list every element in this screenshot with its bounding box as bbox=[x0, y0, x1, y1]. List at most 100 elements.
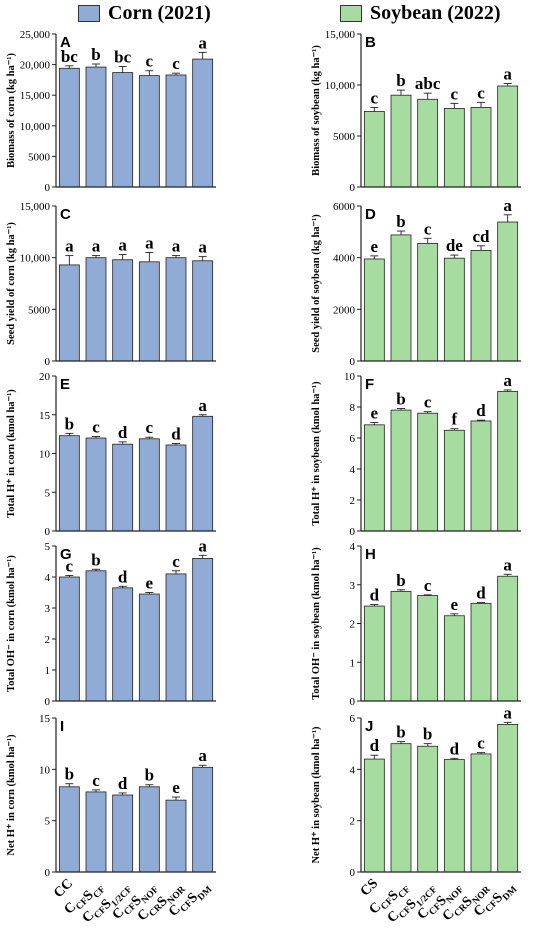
bar bbox=[165, 257, 187, 362]
x-category-label: CS bbox=[358, 876, 381, 899]
bar bbox=[363, 111, 385, 188]
bar bbox=[363, 258, 385, 362]
significance-letter: bc bbox=[61, 47, 78, 66]
y-tick-label: 4 bbox=[45, 572, 51, 584]
significance-letter: d bbox=[476, 401, 486, 420]
y-tick-label: 0 bbox=[45, 526, 51, 538]
panel-f: eb cf da 0 2 4 6 8 10 F Total H⁺ in soybean (kmol … bbox=[311, 371, 521, 538]
significance-letter: abc bbox=[415, 74, 441, 93]
y-tick-label: 10,000 bbox=[325, 80, 356, 92]
significance-letter: e bbox=[451, 595, 459, 614]
y-tick-label: 20 bbox=[39, 371, 51, 383]
bar bbox=[417, 98, 439, 188]
bar bbox=[165, 444, 187, 532]
significance-letter: a bbox=[198, 396, 207, 415]
bar bbox=[138, 786, 160, 873]
significance-letter: c bbox=[66, 556, 74, 575]
y-tick-label: 0 bbox=[45, 182, 51, 194]
panel-letter: H bbox=[365, 546, 376, 563]
bar bbox=[390, 590, 412, 702]
bar bbox=[85, 437, 107, 532]
significance-letter: c bbox=[371, 88, 379, 107]
y-axis-label: Total OH⁻ in soybean (kmol ha⁻¹) bbox=[311, 547, 322, 700]
significance-letter: d bbox=[450, 739, 460, 758]
significance-letter: a bbox=[503, 371, 512, 390]
significance-letter: b bbox=[396, 71, 405, 90]
significance-letter: c bbox=[451, 84, 459, 103]
significance-letter: a bbox=[503, 196, 512, 215]
bar bbox=[58, 576, 80, 702]
y-tick-label: 0 bbox=[350, 526, 356, 538]
significance-letter: a bbox=[503, 703, 512, 722]
significance-letter: d bbox=[118, 423, 128, 442]
panel-letter: B bbox=[365, 34, 376, 51]
legend-corn-label: Corn (2021) bbox=[108, 1, 211, 24]
significance-letter: d bbox=[118, 567, 128, 586]
y-tick-label: 3 bbox=[350, 580, 356, 592]
significance-letter: a bbox=[503, 64, 512, 83]
significance-letter: e bbox=[371, 404, 379, 423]
bar bbox=[443, 257, 465, 362]
y-tick-label: 3 bbox=[45, 603, 51, 615]
bar bbox=[138, 593, 160, 702]
y-tick-label: 6 bbox=[350, 433, 356, 445]
y-tick-label: 4 bbox=[350, 764, 356, 776]
bar bbox=[363, 424, 385, 532]
y-tick-label: 2 bbox=[350, 619, 356, 631]
bar bbox=[138, 261, 160, 362]
bar bbox=[497, 391, 519, 532]
significance-letter: b bbox=[423, 725, 432, 744]
significance-letter: a bbox=[198, 746, 207, 765]
bar bbox=[112, 259, 134, 362]
y-tick-label: 15,000 bbox=[20, 90, 51, 102]
y-tick-label: 10 bbox=[39, 449, 51, 461]
bar bbox=[470, 107, 492, 188]
y-tick-label: 6000 bbox=[333, 201, 356, 213]
y-tick-label: 5000 bbox=[28, 304, 51, 316]
significance-letter: c bbox=[477, 734, 485, 753]
bar bbox=[497, 221, 519, 362]
legend-soybean: Soybean (2022) bbox=[340, 2, 501, 24]
significance-letter: c bbox=[424, 219, 432, 238]
y-tick-label: 1 bbox=[350, 657, 356, 669]
significance-letter: c bbox=[92, 417, 100, 436]
y-tick-label: 5 bbox=[45, 816, 51, 828]
significance-letter: b bbox=[396, 571, 405, 590]
bar bbox=[470, 250, 492, 362]
significance-letter: d bbox=[370, 736, 380, 755]
significance-letter: b bbox=[91, 45, 100, 64]
y-axis-label: Total H⁺ in corn (kmol ha⁻¹) bbox=[6, 389, 17, 518]
bar bbox=[390, 743, 412, 873]
significance-letter: a bbox=[65, 237, 74, 256]
bar bbox=[443, 108, 465, 188]
y-tick-label: 2 bbox=[350, 495, 356, 507]
panel-letter: E bbox=[60, 376, 70, 393]
y-tick-label: 25,000 bbox=[20, 29, 51, 41]
significance-letter: a bbox=[198, 238, 207, 257]
bar bbox=[165, 74, 187, 188]
significance-letter: b bbox=[65, 414, 74, 433]
y-tick-label: 6 bbox=[350, 713, 356, 725]
bar bbox=[417, 412, 439, 532]
y-tick-label: 15,000 bbox=[20, 201, 51, 213]
y-axis-label: Net H⁺ in corn (kmol ha⁻¹) bbox=[6, 734, 17, 856]
bar bbox=[443, 429, 465, 532]
y-tick-label: 5000 bbox=[333, 131, 356, 143]
significance-letter: b bbox=[65, 765, 74, 784]
significance-letter: cd bbox=[473, 227, 491, 246]
significance-letter: d bbox=[118, 774, 128, 793]
bar bbox=[390, 409, 412, 532]
panel-letter: G bbox=[60, 546, 72, 563]
y-axis-label: Total OH⁻ in corn (kmol ha⁻¹) bbox=[6, 555, 17, 692]
y-tick-label: 0 bbox=[350, 356, 356, 368]
bar bbox=[470, 602, 492, 702]
y-tick-label: 0 bbox=[350, 696, 356, 708]
significance-letter: b bbox=[396, 212, 405, 231]
y-tick-label: 10,000 bbox=[20, 121, 51, 133]
